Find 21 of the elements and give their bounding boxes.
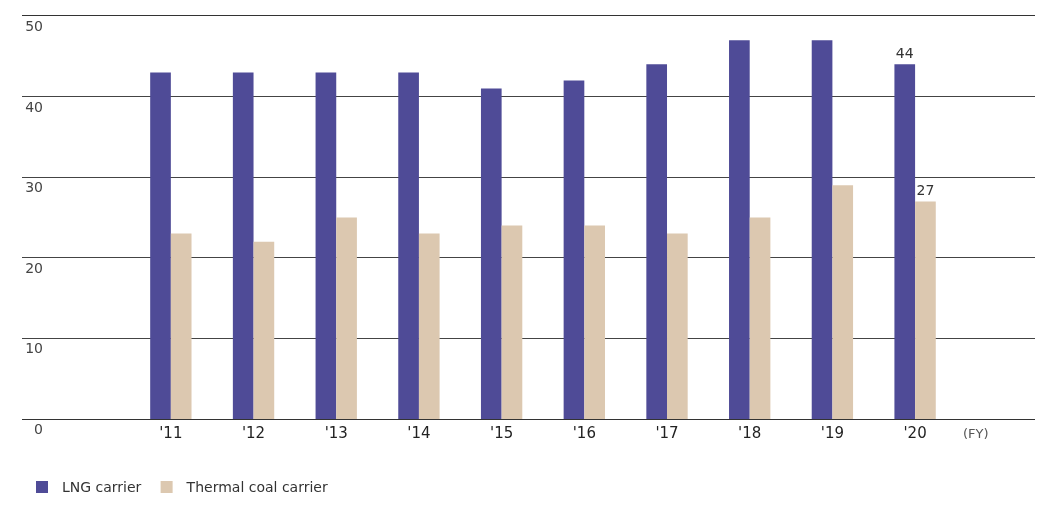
x-tick-label: '13 [324,424,348,442]
y-tick-label: 0 [34,420,43,437]
x-tick-label: '19 [820,424,845,442]
legend-label: LNG carrier [62,479,142,496]
x-tick-label: '15 [490,424,514,442]
x-tick-label: '18 [738,424,762,442]
x-tick-label: '17 [655,424,679,442]
x-tick-label: '16 [572,424,596,442]
data-label: 44 [895,45,914,62]
y-tick-label: 30 [25,179,43,196]
y-tick-label: 50 [25,17,43,34]
x-tick-label: '20 [903,424,927,442]
x-tick-label: '11 [159,424,183,442]
y-tick-label: 10 [25,340,43,357]
data-label: 27 [916,182,935,199]
y-tick-label: 20 [25,259,43,276]
x-axis-title: (FY) [963,426,989,441]
y-tick-label: 40 [25,98,43,115]
legend-label: Thermal coal carrier [185,479,328,496]
x-tick-label: '14 [407,424,431,442]
x-tick-label: '12 [241,424,266,442]
